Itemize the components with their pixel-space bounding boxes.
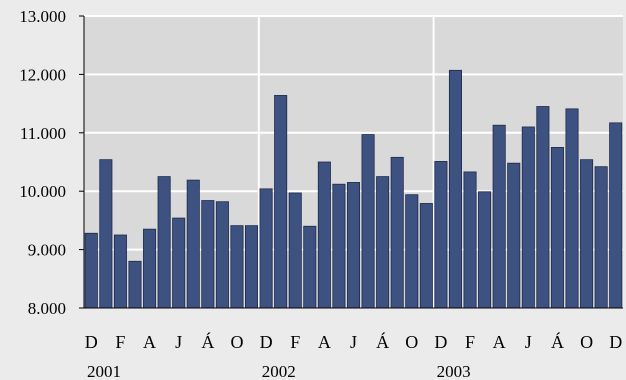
bar bbox=[419, 203, 433, 309]
bar bbox=[84, 232, 98, 309]
bar bbox=[376, 176, 390, 309]
y-tick-label: 9.000 bbox=[28, 241, 66, 260]
bar bbox=[303, 225, 317, 309]
bar bbox=[550, 146, 564, 309]
bar bbox=[274, 95, 288, 309]
bar bbox=[448, 69, 462, 309]
bar bbox=[390, 156, 404, 309]
bar bbox=[317, 161, 331, 309]
x-tick-label: A bbox=[493, 332, 506, 352]
x-tick-label: O bbox=[230, 332, 243, 352]
y-tick-label: 11.000 bbox=[20, 124, 66, 143]
bar bbox=[230, 225, 244, 309]
bar bbox=[186, 179, 200, 309]
bar bbox=[172, 217, 186, 309]
bar bbox=[609, 122, 623, 309]
bar bbox=[201, 200, 215, 309]
y-tick-label: 8.000 bbox=[28, 299, 66, 318]
bar bbox=[128, 260, 142, 309]
bar bbox=[507, 162, 521, 309]
x-tick-label: A bbox=[143, 332, 156, 352]
x-tick-label: D bbox=[260, 332, 273, 352]
x-tick-label: Á bbox=[376, 331, 389, 352]
bar bbox=[492, 124, 506, 309]
bar bbox=[361, 134, 375, 309]
x-tick-label: O bbox=[405, 332, 418, 352]
bar bbox=[580, 159, 594, 309]
bar bbox=[143, 228, 157, 309]
bar bbox=[157, 176, 171, 309]
bar bbox=[113, 234, 127, 309]
x-tick-label: D bbox=[434, 332, 447, 352]
y-tick-label: 12.000 bbox=[19, 65, 66, 84]
bar bbox=[99, 159, 113, 309]
bar bbox=[288, 192, 302, 309]
bar bbox=[521, 126, 535, 309]
bar bbox=[434, 161, 448, 309]
bar bbox=[346, 182, 361, 309]
x-tick-label: Á bbox=[551, 331, 564, 352]
x-tick-label: F bbox=[290, 332, 300, 352]
x-tick-label: D bbox=[609, 332, 622, 352]
bar bbox=[536, 106, 550, 309]
x-tick-label: F bbox=[465, 332, 475, 352]
bar bbox=[565, 108, 579, 309]
bar bbox=[463, 171, 477, 309]
x-tick-label: J bbox=[525, 332, 532, 352]
y-axis: 8.000 9.000 10.000 11.000 12.000 13.000 bbox=[19, 7, 85, 318]
x-tick-label: F bbox=[115, 332, 125, 352]
year-label: 2003 bbox=[437, 362, 471, 380]
bar bbox=[259, 188, 273, 309]
bars bbox=[84, 69, 623, 309]
bar bbox=[215, 201, 229, 309]
x-tick-label: Á bbox=[201, 331, 214, 352]
x-tick-label: O bbox=[580, 332, 593, 352]
bar bbox=[478, 191, 492, 309]
bar bbox=[332, 183, 346, 309]
x-tick-label: A bbox=[318, 332, 331, 352]
year-label: 2001 bbox=[87, 362, 121, 380]
bar bbox=[405, 194, 419, 309]
x-tick-label: J bbox=[350, 332, 357, 352]
year-label: 2002 bbox=[262, 362, 296, 380]
bar bbox=[245, 225, 259, 309]
y-tick-label: 13.000 bbox=[19, 7, 66, 26]
x-tick-label: J bbox=[175, 332, 182, 352]
bar bbox=[594, 166, 608, 309]
x-tick-label: D bbox=[85, 332, 98, 352]
y-tick-label: 10.000 bbox=[19, 182, 66, 201]
